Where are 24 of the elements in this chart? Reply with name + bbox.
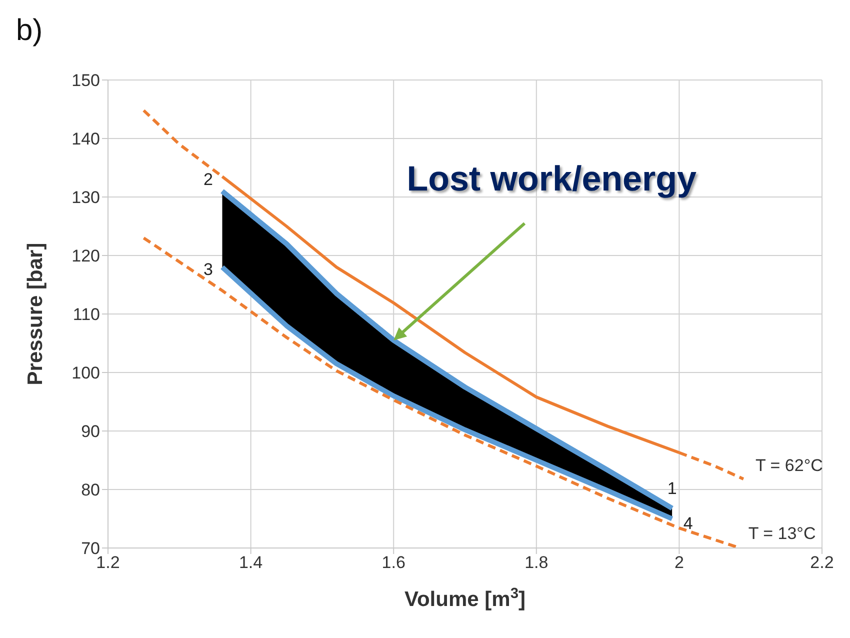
annotation: 3 <box>204 260 213 280</box>
series-label: T = 13°C <box>748 524 816 543</box>
y-tick-label: 130 <box>72 188 100 208</box>
y-tick-label: 100 <box>72 364 100 383</box>
y-tick-label: 140 <box>72 130 100 149</box>
text: b) <box>16 14 43 48</box>
x-axis-title: Volume [m$^{3}$] <box>404 586 526 611</box>
x-tick-label: 2 <box>674 553 684 572</box>
y-tick-label: 80 <box>81 480 100 500</box>
x-tick-label: 1.8 <box>524 553 548 572</box>
annotation: Lost work/energy <box>406 159 698 198</box>
line-series <box>142 236 738 548</box>
y-tick-label: 90 <box>81 422 100 442</box>
y-axis-title: Pressure [bar] <box>24 242 47 386</box>
x-tick-label: 1.4 <box>238 553 263 572</box>
annotation: 2 <box>204 170 213 190</box>
annotation: 1 <box>667 479 677 498</box>
y-tick-label: 120 <box>72 246 100 266</box>
x-tick-label: 1.6 <box>382 553 406 572</box>
series-label: T = 62°C <box>755 456 823 475</box>
y-tick-label: 150 <box>72 71 100 90</box>
y-tick-label: 110 <box>72 305 100 324</box>
x-tick-label: 2.2 <box>810 553 834 572</box>
annotation: 4 <box>683 514 693 533</box>
